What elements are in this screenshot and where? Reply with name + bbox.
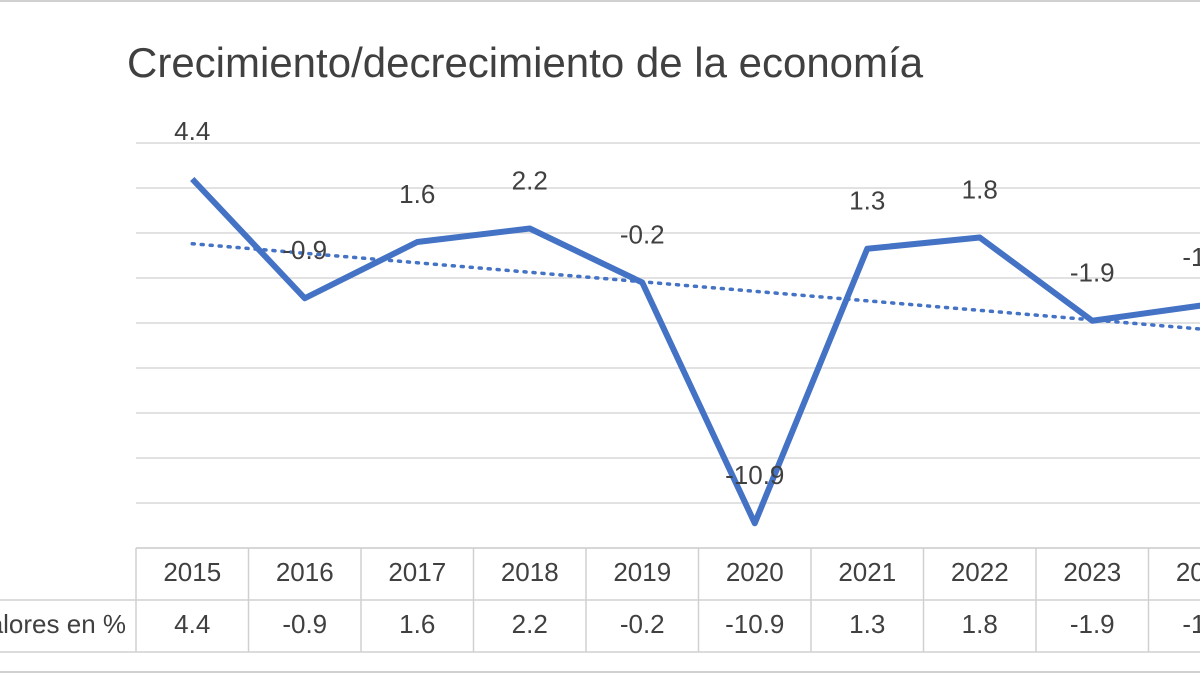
table-value: 1.8	[962, 609, 998, 639]
x-tick-label: 2023	[1063, 557, 1121, 587]
x-tick-label: 2016	[276, 557, 334, 587]
trendline	[190, 241, 1200, 331]
data-label: -1.9	[1070, 258, 1115, 288]
data-label: 2.2	[512, 165, 548, 195]
x-tick-label: 2021	[838, 557, 896, 587]
data-label: 1.6	[399, 179, 435, 209]
data-label: -0.2	[620, 219, 665, 249]
table-value: -1.9	[1070, 609, 1115, 639]
table-value: -0.2	[620, 609, 665, 639]
x-tick-label: 2017	[388, 557, 446, 587]
x-tick-label: 2018	[501, 557, 559, 587]
x-tick-label: 2024	[1176, 557, 1200, 587]
table-series-name: Valores en %	[0, 609, 126, 639]
data-label: -1.2	[1182, 242, 1200, 272]
table-value: 1.3	[849, 609, 885, 639]
data-label: -0.9	[282, 235, 327, 265]
chart-title: Crecimiento/decrecimiento de la economía	[127, 39, 924, 86]
x-tick-label: 2020	[726, 557, 784, 587]
x-tick-label: 2022	[951, 557, 1009, 587]
table-value: 4.4	[174, 609, 210, 639]
table-value: 2.2	[512, 609, 548, 639]
data-label: 1.8	[962, 174, 998, 204]
data-label: -10.9	[725, 460, 784, 490]
series-line	[190, 176, 1200, 527]
data-label: 4.4	[174, 116, 210, 146]
table-value: -1.2	[1182, 609, 1200, 639]
table-value: -10.9	[725, 609, 784, 639]
data-label: 1.3	[849, 186, 885, 216]
x-tick-label: 2019	[613, 557, 671, 587]
x-tick-label: 2015	[163, 557, 221, 587]
table-value: 1.6	[399, 609, 435, 639]
table-value: -0.9	[282, 609, 327, 639]
